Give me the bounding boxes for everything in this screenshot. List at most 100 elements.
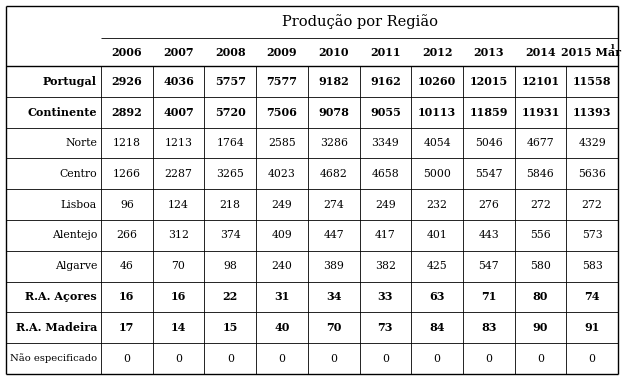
Text: 0: 0: [175, 354, 182, 364]
Text: 4658: 4658: [371, 169, 399, 179]
Text: 5757: 5757: [215, 76, 246, 87]
Text: 274: 274: [323, 200, 344, 210]
Text: 2006: 2006: [112, 46, 142, 57]
Text: 40: 40: [275, 322, 290, 333]
Text: 15: 15: [223, 322, 238, 333]
Text: Alentejo: Alentejo: [52, 230, 97, 241]
Text: 70: 70: [326, 322, 341, 333]
Text: 0: 0: [330, 354, 337, 364]
Text: 583: 583: [582, 261, 603, 271]
Text: 4329: 4329: [578, 138, 606, 148]
Text: 2926: 2926: [112, 76, 142, 87]
Text: 0: 0: [434, 354, 441, 364]
Text: 2008: 2008: [215, 46, 246, 57]
Text: 12015: 12015: [470, 76, 508, 87]
Text: 266: 266: [116, 230, 137, 241]
Text: Não especificado: Não especificado: [10, 354, 97, 364]
Text: 573: 573: [582, 230, 603, 241]
Text: 249: 249: [271, 200, 292, 210]
Text: 91: 91: [585, 322, 600, 333]
Text: Lisboa: Lisboa: [61, 200, 97, 210]
Text: 4677: 4677: [527, 138, 554, 148]
Text: Continente: Continente: [27, 107, 97, 118]
Text: 218: 218: [220, 200, 241, 210]
Text: 425: 425: [427, 261, 447, 271]
Text: 9182: 9182: [318, 76, 349, 87]
Text: 9078: 9078: [318, 107, 349, 118]
Text: 547: 547: [479, 261, 499, 271]
Text: 46: 46: [120, 261, 134, 271]
Text: 2014: 2014: [525, 46, 556, 57]
Text: 0: 0: [227, 354, 234, 364]
Text: 1213: 1213: [165, 138, 193, 148]
Text: 556: 556: [530, 230, 551, 241]
Text: 80: 80: [533, 291, 548, 302]
Text: 98: 98: [223, 261, 237, 271]
Text: 16: 16: [119, 291, 135, 302]
Text: 447: 447: [323, 230, 344, 241]
Text: Algarve: Algarve: [55, 261, 97, 271]
Text: 0: 0: [588, 354, 596, 364]
Text: 11859: 11859: [469, 107, 508, 118]
Text: 22: 22: [223, 291, 238, 302]
Text: 14: 14: [171, 322, 186, 333]
Text: 409: 409: [271, 230, 292, 241]
Text: 0: 0: [537, 354, 544, 364]
Text: 74: 74: [585, 291, 600, 302]
Text: 5636: 5636: [578, 169, 606, 179]
Text: 63: 63: [429, 291, 445, 302]
Text: 272: 272: [530, 200, 551, 210]
Text: 272: 272: [582, 200, 603, 210]
Text: 17: 17: [119, 322, 135, 333]
Text: 389: 389: [323, 261, 344, 271]
Text: 4007: 4007: [163, 107, 194, 118]
Text: 1764: 1764: [217, 138, 244, 148]
Text: 2010: 2010: [318, 46, 349, 57]
Text: Centro: Centro: [59, 169, 97, 179]
Text: 124: 124: [168, 200, 189, 210]
Text: 382: 382: [375, 261, 396, 271]
Text: 4023: 4023: [268, 169, 296, 179]
Text: 443: 443: [479, 230, 499, 241]
Text: 4682: 4682: [319, 169, 348, 179]
Text: 312: 312: [168, 230, 189, 241]
Text: 11931: 11931: [521, 107, 560, 118]
Text: 84: 84: [429, 322, 445, 333]
Text: 10113: 10113: [418, 107, 456, 118]
Text: 4036: 4036: [163, 76, 194, 87]
Text: 1218: 1218: [113, 138, 141, 148]
Text: 3349: 3349: [371, 138, 399, 148]
Text: 31: 31: [275, 291, 290, 302]
Text: 9055: 9055: [370, 107, 401, 118]
Text: 5720: 5720: [215, 107, 246, 118]
Text: 5046: 5046: [475, 138, 502, 148]
Text: 3286: 3286: [319, 138, 348, 148]
Text: 96: 96: [120, 200, 134, 210]
Text: 5846: 5846: [527, 169, 554, 179]
Text: 7577: 7577: [266, 76, 298, 87]
Text: 5000: 5000: [423, 169, 451, 179]
Text: 374: 374: [220, 230, 241, 241]
Text: 71: 71: [481, 291, 497, 302]
Text: 2011: 2011: [370, 46, 401, 57]
Text: 7506: 7506: [266, 107, 298, 118]
Text: 401: 401: [427, 230, 447, 241]
Text: 2012: 2012: [422, 46, 452, 57]
Text: Portugal: Portugal: [43, 76, 97, 87]
Text: 0: 0: [382, 354, 389, 364]
Text: 16: 16: [171, 291, 186, 302]
Text: 249: 249: [375, 200, 396, 210]
Text: 90: 90: [533, 322, 548, 333]
Text: 417: 417: [375, 230, 396, 241]
Text: 2015 Mar: 2015 Mar: [561, 46, 621, 57]
Text: 12101: 12101: [522, 76, 560, 87]
Text: 4054: 4054: [423, 138, 451, 148]
Text: 580: 580: [530, 261, 551, 271]
Text: 34: 34: [326, 291, 341, 302]
Text: R.A. Madeira: R.A. Madeira: [16, 322, 97, 333]
Text: 11393: 11393: [573, 107, 612, 118]
Text: 232: 232: [427, 200, 447, 210]
Text: R.A. Açores: R.A. Açores: [25, 291, 97, 302]
Text: 73: 73: [378, 322, 393, 333]
Text: 5547: 5547: [475, 169, 502, 179]
